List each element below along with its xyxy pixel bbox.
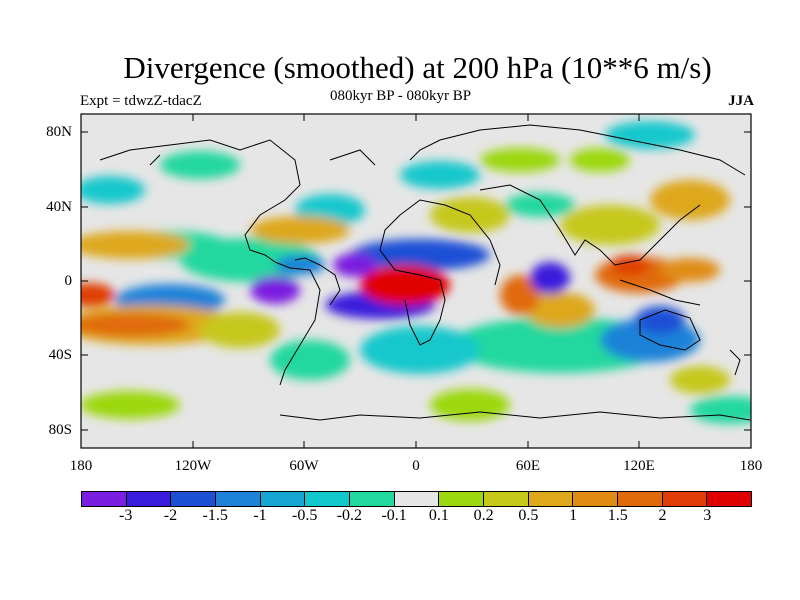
lat-label-80s: 80S — [48, 422, 72, 438]
colorbar-swatch — [707, 492, 752, 506]
coastlines — [99, 124, 751, 421]
colorbar-label: 0.1 — [428, 507, 449, 524]
colorbar — [81, 491, 752, 507]
colorbar-label: 3 — [703, 507, 712, 524]
lon-label-120e: 120E — [623, 458, 655, 474]
colorbar-swatch — [484, 492, 529, 506]
colorbar-swatch — [171, 492, 217, 506]
lat-label-40s: 40S — [48, 347, 72, 363]
colorbar-label: -3 — [119, 507, 133, 524]
lat-label-80n: 80N — [46, 124, 72, 140]
lon-label-180e: 180 — [739, 458, 763, 474]
colorbar-swatch — [528, 492, 574, 506]
colorbar-swatch — [216, 492, 261, 506]
colorbar-swatch — [260, 492, 306, 506]
lat-label-40n: 40N — [46, 199, 72, 215]
colorbar-swatch — [662, 492, 708, 506]
colorbar-swatch — [618, 492, 663, 506]
chart-title: Divergence (smoothed) at 200 hPa (10**6 … — [123, 50, 712, 85]
colorbar-label: 1.5 — [607, 507, 628, 524]
lon-label-180w: 180 — [69, 458, 93, 474]
divergence-field — [81, 121, 751, 424]
colorbar-swatch — [394, 492, 440, 506]
colorbar-swatch — [573, 492, 619, 506]
colorbar-label: 1 — [569, 507, 578, 524]
colorbar-label: -0.1 — [381, 507, 407, 524]
colorbar-label: -1 — [253, 507, 267, 524]
colorbar-swatch — [439, 492, 485, 506]
colorbar-label: 0.2 — [473, 507, 494, 524]
lon-label-60w: 60W — [289, 458, 319, 474]
colorbar-label: -2 — [163, 507, 178, 524]
season-label: JJA — [728, 93, 754, 109]
colorbar-swatch — [82, 492, 127, 506]
period-label: 080kyr BP - 080kyr BP — [330, 88, 472, 104]
colorbar-swatch — [305, 492, 351, 506]
colorbar-label: -0.2 — [336, 507, 363, 524]
lat-ticks — [81, 131, 751, 431]
colorbar-swatch — [126, 492, 172, 506]
colorbar-label: 0.5 — [518, 507, 539, 524]
colorbar-label: -0.5 — [291, 507, 318, 524]
colorbar-label: -1.5 — [202, 507, 228, 524]
experiment-label: Expt = tdwzZ-tdacZ — [80, 93, 202, 109]
lon-label-120w: 120W — [174, 458, 212, 474]
lon-label-0: 0 — [412, 458, 420, 474]
colorbar-label: 2 — [658, 507, 667, 524]
lon-label-60e: 60E — [515, 458, 541, 474]
colorbar-swatch — [350, 492, 395, 506]
lat-label-0: 0 — [64, 273, 73, 289]
lon-ticks — [192, 114, 640, 448]
